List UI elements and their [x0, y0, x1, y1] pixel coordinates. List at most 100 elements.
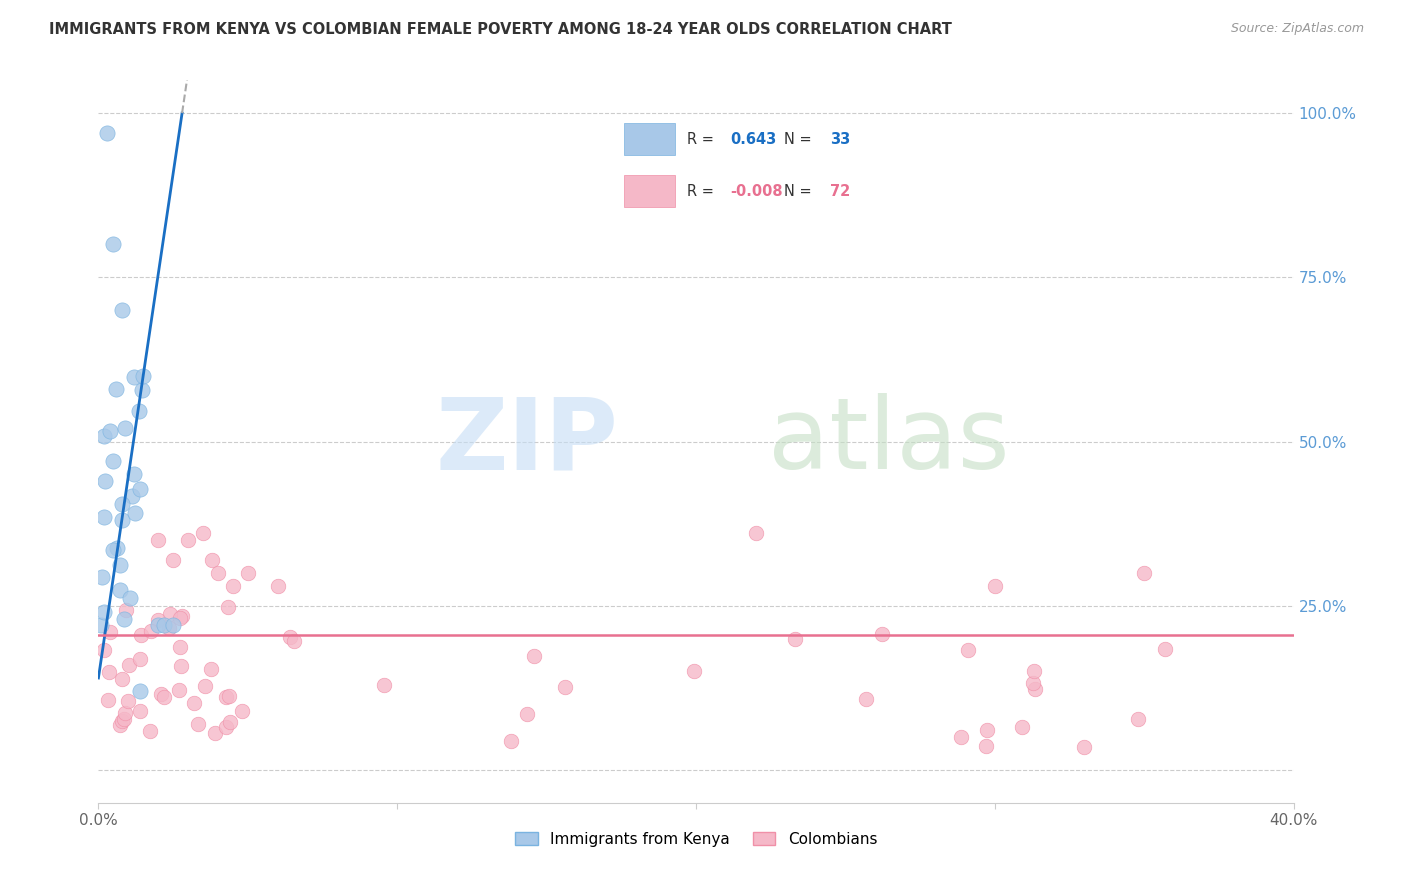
Colombians — [204, 725, 226, 739]
Colombians — [785, 632, 807, 646]
Immigrants from Kenya — [105, 382, 128, 396]
Text: IMMIGRANTS FROM KENYA VS COLOMBIAN FEMALE POVERTY AMONG 18-24 YEAR OLDS CORRELAT: IMMIGRANTS FROM KENYA VS COLOMBIAN FEMAL… — [49, 22, 952, 37]
Colombians — [1126, 712, 1149, 726]
Colombians — [177, 533, 200, 547]
Colombians — [114, 706, 136, 720]
Colombians — [183, 696, 205, 710]
Immigrants from Kenya — [132, 368, 155, 383]
Colombians — [855, 692, 877, 706]
Text: ZIP: ZIP — [436, 393, 619, 490]
Colombians — [153, 690, 176, 704]
Colombians — [267, 579, 290, 593]
Colombians — [194, 679, 217, 693]
Colombians — [117, 694, 139, 708]
Colombians — [516, 707, 538, 722]
Colombians — [207, 566, 229, 580]
Colombians — [1133, 566, 1156, 580]
Immigrants from Kenya — [110, 558, 132, 573]
Colombians — [108, 718, 131, 732]
Colombians — [169, 640, 191, 655]
Colombians — [222, 579, 245, 593]
Colombians — [159, 607, 181, 621]
Colombians — [373, 678, 395, 692]
Colombians — [1022, 664, 1045, 678]
Immigrants from Kenya — [91, 570, 114, 584]
Colombians — [219, 714, 242, 729]
Colombians — [231, 704, 253, 718]
Colombians — [118, 658, 141, 673]
Text: atlas: atlas — [768, 393, 1010, 490]
Colombians — [949, 730, 972, 744]
Colombians — [162, 553, 184, 567]
Colombians — [148, 613, 170, 627]
Colombians — [170, 609, 193, 624]
Immigrants from Kenya — [124, 467, 146, 482]
Immigrants from Kenya — [111, 497, 134, 511]
Colombians — [98, 665, 121, 679]
Legend: Immigrants from Kenya, Colombians: Immigrants from Kenya, Colombians — [509, 826, 883, 853]
Colombians — [956, 643, 979, 657]
Colombians — [111, 714, 134, 728]
Immigrants from Kenya — [93, 474, 115, 488]
Colombians — [976, 723, 998, 738]
Immigrants from Kenya — [103, 237, 125, 252]
Immigrants from Kenya — [96, 126, 118, 140]
Colombians — [200, 662, 222, 676]
Immigrants from Kenya — [162, 618, 184, 632]
Colombians — [201, 553, 224, 567]
Immigrants from Kenya — [129, 684, 152, 698]
Colombians — [96, 693, 118, 707]
Colombians — [283, 634, 305, 648]
Immigrants from Kenya — [93, 605, 115, 619]
Colombians — [157, 621, 180, 635]
Immigrants from Kenya — [93, 510, 115, 524]
Immigrants from Kenya — [112, 612, 135, 626]
Colombians — [128, 651, 150, 665]
Immigrants from Kenya — [124, 506, 146, 520]
Immigrants from Kenya — [129, 482, 152, 496]
Colombians — [169, 610, 191, 624]
Immigrants from Kenya — [114, 421, 136, 435]
Colombians — [745, 526, 768, 541]
Immigrants from Kenya — [108, 583, 131, 598]
Colombians — [554, 680, 576, 694]
Immigrants from Kenya — [111, 513, 134, 527]
Colombians — [1011, 720, 1033, 734]
Colombians — [93, 643, 115, 657]
Colombians — [1024, 681, 1046, 696]
Colombians — [98, 624, 121, 639]
Colombians — [1022, 676, 1045, 690]
Immigrants from Kenya — [111, 303, 134, 318]
Colombians — [170, 658, 193, 673]
Colombians — [501, 733, 523, 747]
Immigrants from Kenya — [148, 618, 170, 632]
Colombians — [218, 689, 240, 703]
Colombians — [523, 648, 546, 663]
Colombians — [1154, 642, 1177, 657]
Colombians — [187, 717, 209, 731]
Immigrants from Kenya — [118, 591, 141, 605]
Immigrants from Kenya — [128, 403, 150, 417]
Colombians — [148, 533, 170, 547]
Colombians — [128, 705, 150, 719]
Colombians — [191, 526, 214, 541]
Colombians — [112, 712, 135, 726]
Colombians — [278, 630, 301, 644]
Colombians — [111, 673, 134, 687]
Colombians — [139, 624, 162, 638]
Immigrants from Kenya — [122, 370, 145, 384]
Immigrants from Kenya — [98, 424, 121, 438]
Immigrants from Kenya — [101, 453, 124, 467]
Colombians — [215, 690, 238, 705]
Colombians — [1073, 740, 1095, 755]
Immigrants from Kenya — [121, 489, 143, 503]
Colombians — [984, 579, 1007, 593]
Colombians — [974, 739, 997, 754]
Colombians — [138, 724, 160, 739]
Colombians — [114, 603, 136, 617]
Immigrants from Kenya — [93, 429, 115, 443]
Immigrants from Kenya — [131, 383, 153, 397]
Colombians — [683, 664, 706, 678]
Colombians — [236, 566, 259, 580]
Immigrants from Kenya — [105, 541, 128, 556]
